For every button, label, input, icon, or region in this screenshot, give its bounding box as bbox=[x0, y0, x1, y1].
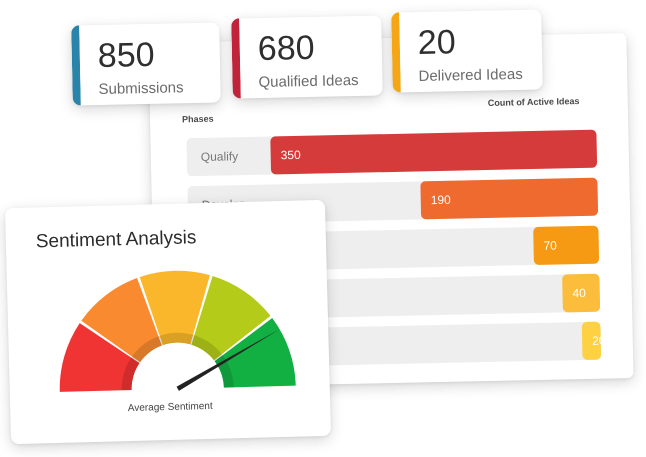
submissions-card: 850 Submissions bbox=[71, 22, 221, 106]
gauge-segment bbox=[81, 278, 162, 363]
gauge-segment bbox=[139, 270, 210, 346]
bar bbox=[420, 177, 599, 220]
gauge-segment bbox=[191, 276, 271, 361]
delivered-ideas-value: 20 bbox=[417, 23, 457, 63]
bar bbox=[562, 273, 601, 313]
gauge-segment bbox=[59, 323, 140, 392]
bar-value-label: 20 bbox=[592, 334, 606, 348]
bar-value-label: 190 bbox=[431, 193, 452, 207]
gauge-inner-band bbox=[121, 332, 234, 391]
category-label: Qualify bbox=[201, 149, 239, 164]
bar-value-label: 350 bbox=[281, 148, 302, 162]
qualified-ideas-label: Qualified Ideas bbox=[258, 71, 359, 92]
gauge-center bbox=[131, 342, 224, 390]
bar bbox=[533, 225, 600, 265]
sentiment-gauge bbox=[59, 270, 296, 392]
submissions-label: Submissions bbox=[98, 79, 184, 98]
qualified-ideas-card: 680 Qualified Ideas bbox=[231, 15, 383, 99]
delivered-ideas-label: Delivered Ideas bbox=[418, 65, 523, 86]
bar bbox=[270, 129, 598, 175]
gauge-needle bbox=[176, 329, 280, 391]
qualified-ideas-value: 680 bbox=[257, 28, 315, 69]
bar-value-label: 40 bbox=[572, 286, 586, 300]
sentiment-card: Sentiment Analysis Average Sentiment bbox=[4, 199, 332, 445]
delivered-ideas-card: 20 Delivered Ideas bbox=[391, 9, 543, 93]
bar-value-label: 70 bbox=[543, 239, 557, 253]
submissions-value: 850 bbox=[97, 35, 155, 76]
gauge-segment bbox=[214, 318, 296, 388]
bar bbox=[581, 321, 602, 360]
